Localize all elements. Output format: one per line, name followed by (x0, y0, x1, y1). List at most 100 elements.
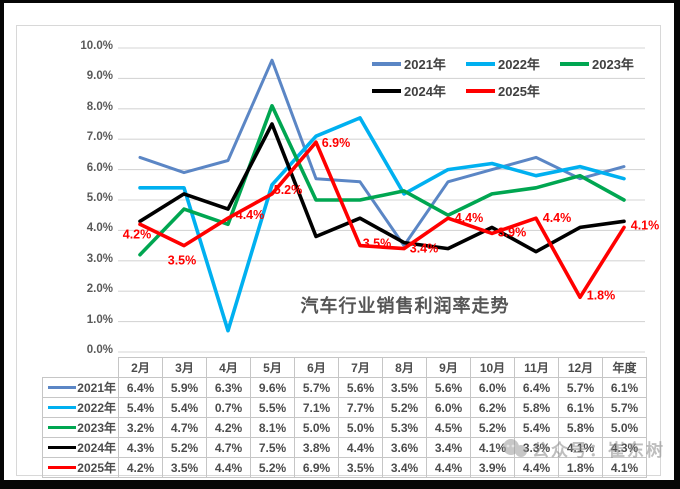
table-row: 2021年 6.4% 5.9% 6.3% 9.6% 5.7% 5.6% 3.5% 5.6% 6.0… (42, 377, 647, 398)
table-cell: 5.4% (514, 417, 559, 438)
table-column-header: 8月 (382, 357, 427, 378)
y-tick-label: 2.0% (86, 283, 113, 296)
table-row-header: 2025年 (42, 457, 119, 478)
table-column-header: 12月 (558, 357, 603, 378)
table-row: 2023年 3.2% 4.7% 4.2% 8.1% 5.0% 5.0% 5.3% 4.5% 5.2… (42, 417, 647, 438)
table-cell: 5.6% (426, 377, 471, 398)
table-cell: 4.3% (118, 437, 163, 458)
table-cell: 3.3% (514, 437, 559, 458)
chart-legend: 2021年 2022年 2023年 2024年 2025年 (372, 50, 664, 104)
table-cell: 4.7% (162, 417, 207, 438)
series-swatch-icon (48, 465, 77, 470)
table-cell: 6.2% (470, 397, 515, 418)
legend-swatch-icon (466, 88, 495, 93)
table-corner-cell (43, 358, 119, 378)
series-swatch-icon (48, 445, 77, 450)
table-cell: 5.7% (558, 377, 603, 398)
legend-label: 2022年 (498, 57, 540, 72)
table-cell: 5.8% (558, 417, 603, 438)
table-cell: 3.5% (338, 457, 383, 478)
table-cell: 5.3% (382, 417, 427, 438)
table-column-header: 年度 (602, 357, 647, 378)
legend-swatch-icon (560, 61, 589, 66)
table-cell: 4.1% (558, 437, 603, 458)
table-cell: 4.4% (206, 457, 251, 478)
legend-swatch-icon (466, 61, 495, 66)
table-column-header: 3月 (162, 357, 207, 378)
table-column-header: 7月 (338, 357, 383, 378)
table-cell: 4.4% (338, 437, 383, 458)
table-cell: 6.1% (558, 397, 603, 418)
table-cell: 9.6% (250, 377, 295, 398)
table-cell: 4.1% (470, 437, 515, 458)
chart-title: 汽车行业销售利润率走势 (300, 296, 510, 316)
table-cell: 3.5% (382, 377, 427, 398)
table-cell: 5.5% (250, 397, 295, 418)
table-column-header: 9月 (426, 357, 471, 378)
table-cell: 5.0% (294, 417, 339, 438)
table-cell: 5.7% (294, 377, 339, 398)
y-tick-label: 1.0% (86, 313, 113, 326)
table-cell: 3.6% (382, 437, 427, 458)
series-swatch-icon (48, 425, 77, 430)
data-label: 3.9% (498, 225, 527, 239)
table-cell: 1.8% (558, 457, 603, 478)
series-swatch-icon (48, 405, 77, 410)
legend-item-2023年: 2023年 (560, 50, 654, 77)
data-label: 4.2% (123, 227, 152, 241)
table-cell: 6.9% (294, 457, 339, 478)
data-table: 2月 3月 4月 5月 6月 7月 8月 9月 10月 11月 12月 年度 2021年 6.4% 5.9%… (42, 357, 647, 478)
series-swatch-icon (48, 385, 77, 390)
series-line-2022年 (138, 116, 626, 333)
table-column-header: 11月 (514, 357, 559, 378)
table-cell: 3.5% (162, 457, 207, 478)
table-column-header: 2月 (118, 357, 163, 378)
table-cell: 4.2% (206, 417, 251, 438)
table-cell: 5.0% (602, 417, 647, 438)
y-tick-label: 5.0% (86, 192, 113, 204)
table-cell: 5.7% (602, 397, 647, 418)
table-cell: 5.0% (338, 417, 383, 438)
legend-item-2024年: 2024年 (372, 77, 466, 104)
table-column-header: 6月 (294, 357, 339, 378)
data-label: 3.5% (363, 237, 392, 251)
y-tick-label: 6.0% (86, 161, 113, 174)
table-cell: 6.3% (206, 377, 251, 398)
table-row-header: 2023年 (42, 417, 119, 438)
table-row: 2024年 4.3% 5.2% 4.7% 7.5% 3.8% 4.4% 3.6% 3.4% 4.1… (42, 437, 647, 458)
table-cell: 4.5% (426, 417, 471, 438)
data-label: 4.4% (236, 208, 265, 222)
table-cell: 4.4% (426, 457, 471, 478)
table-cell: 6.0% (426, 397, 471, 418)
table-cell: 5.2% (250, 457, 295, 478)
table-cell: 7.5% (250, 437, 295, 458)
legend-label: 2021年 (404, 57, 446, 72)
table-cell: 5.6% (338, 377, 383, 398)
table-cell: 5.4% (118, 397, 163, 418)
table-cell: 7.1% (294, 397, 339, 418)
table-cell: 4.3% (602, 437, 647, 458)
table-cell: 6.4% (514, 377, 559, 398)
y-tick-label: 9.0% (86, 70, 113, 83)
line-chart: 4.2% 3.5% 4.4% 5.2% 6.9% 3.5% 3.4% 4.4% 3.9% 4.4%… (118, 47, 659, 353)
table-cell: 3.4% (382, 457, 427, 478)
table-row-header: 2021年 (42, 377, 119, 398)
table-cell: 4.7% (206, 437, 251, 458)
y-tick-label: 10.0% (80, 40, 113, 52)
table-cell: 5.2% (162, 437, 207, 458)
data-label: 5.2% (274, 183, 303, 197)
data-label: 6.9% (322, 136, 351, 150)
series-line-2025年 (138, 140, 626, 300)
y-tick-label: 0.0% (86, 344, 113, 356)
table-header-row: 2月 3月 4月 5月 6月 7月 8月 9月 10月 11月 12月 年度 (43, 357, 647, 378)
table-row-header: 2022年 (42, 397, 119, 418)
y-tick-label: 4.0% (86, 222, 113, 235)
table-column-header: 4月 (206, 357, 251, 378)
table-cell: 3.8% (294, 437, 339, 458)
y-tick-label: 7.0% (86, 131, 113, 144)
table-row: 2025年 4.2% 3.5% 4.4% 5.2% 6.9% 3.5% 3.4% 4.4% 3.9… (42, 457, 647, 478)
legend-label: 2025年 (498, 84, 540, 99)
table-cell: 8.1% (250, 417, 295, 438)
table-cell: 4.1% (602, 457, 647, 478)
